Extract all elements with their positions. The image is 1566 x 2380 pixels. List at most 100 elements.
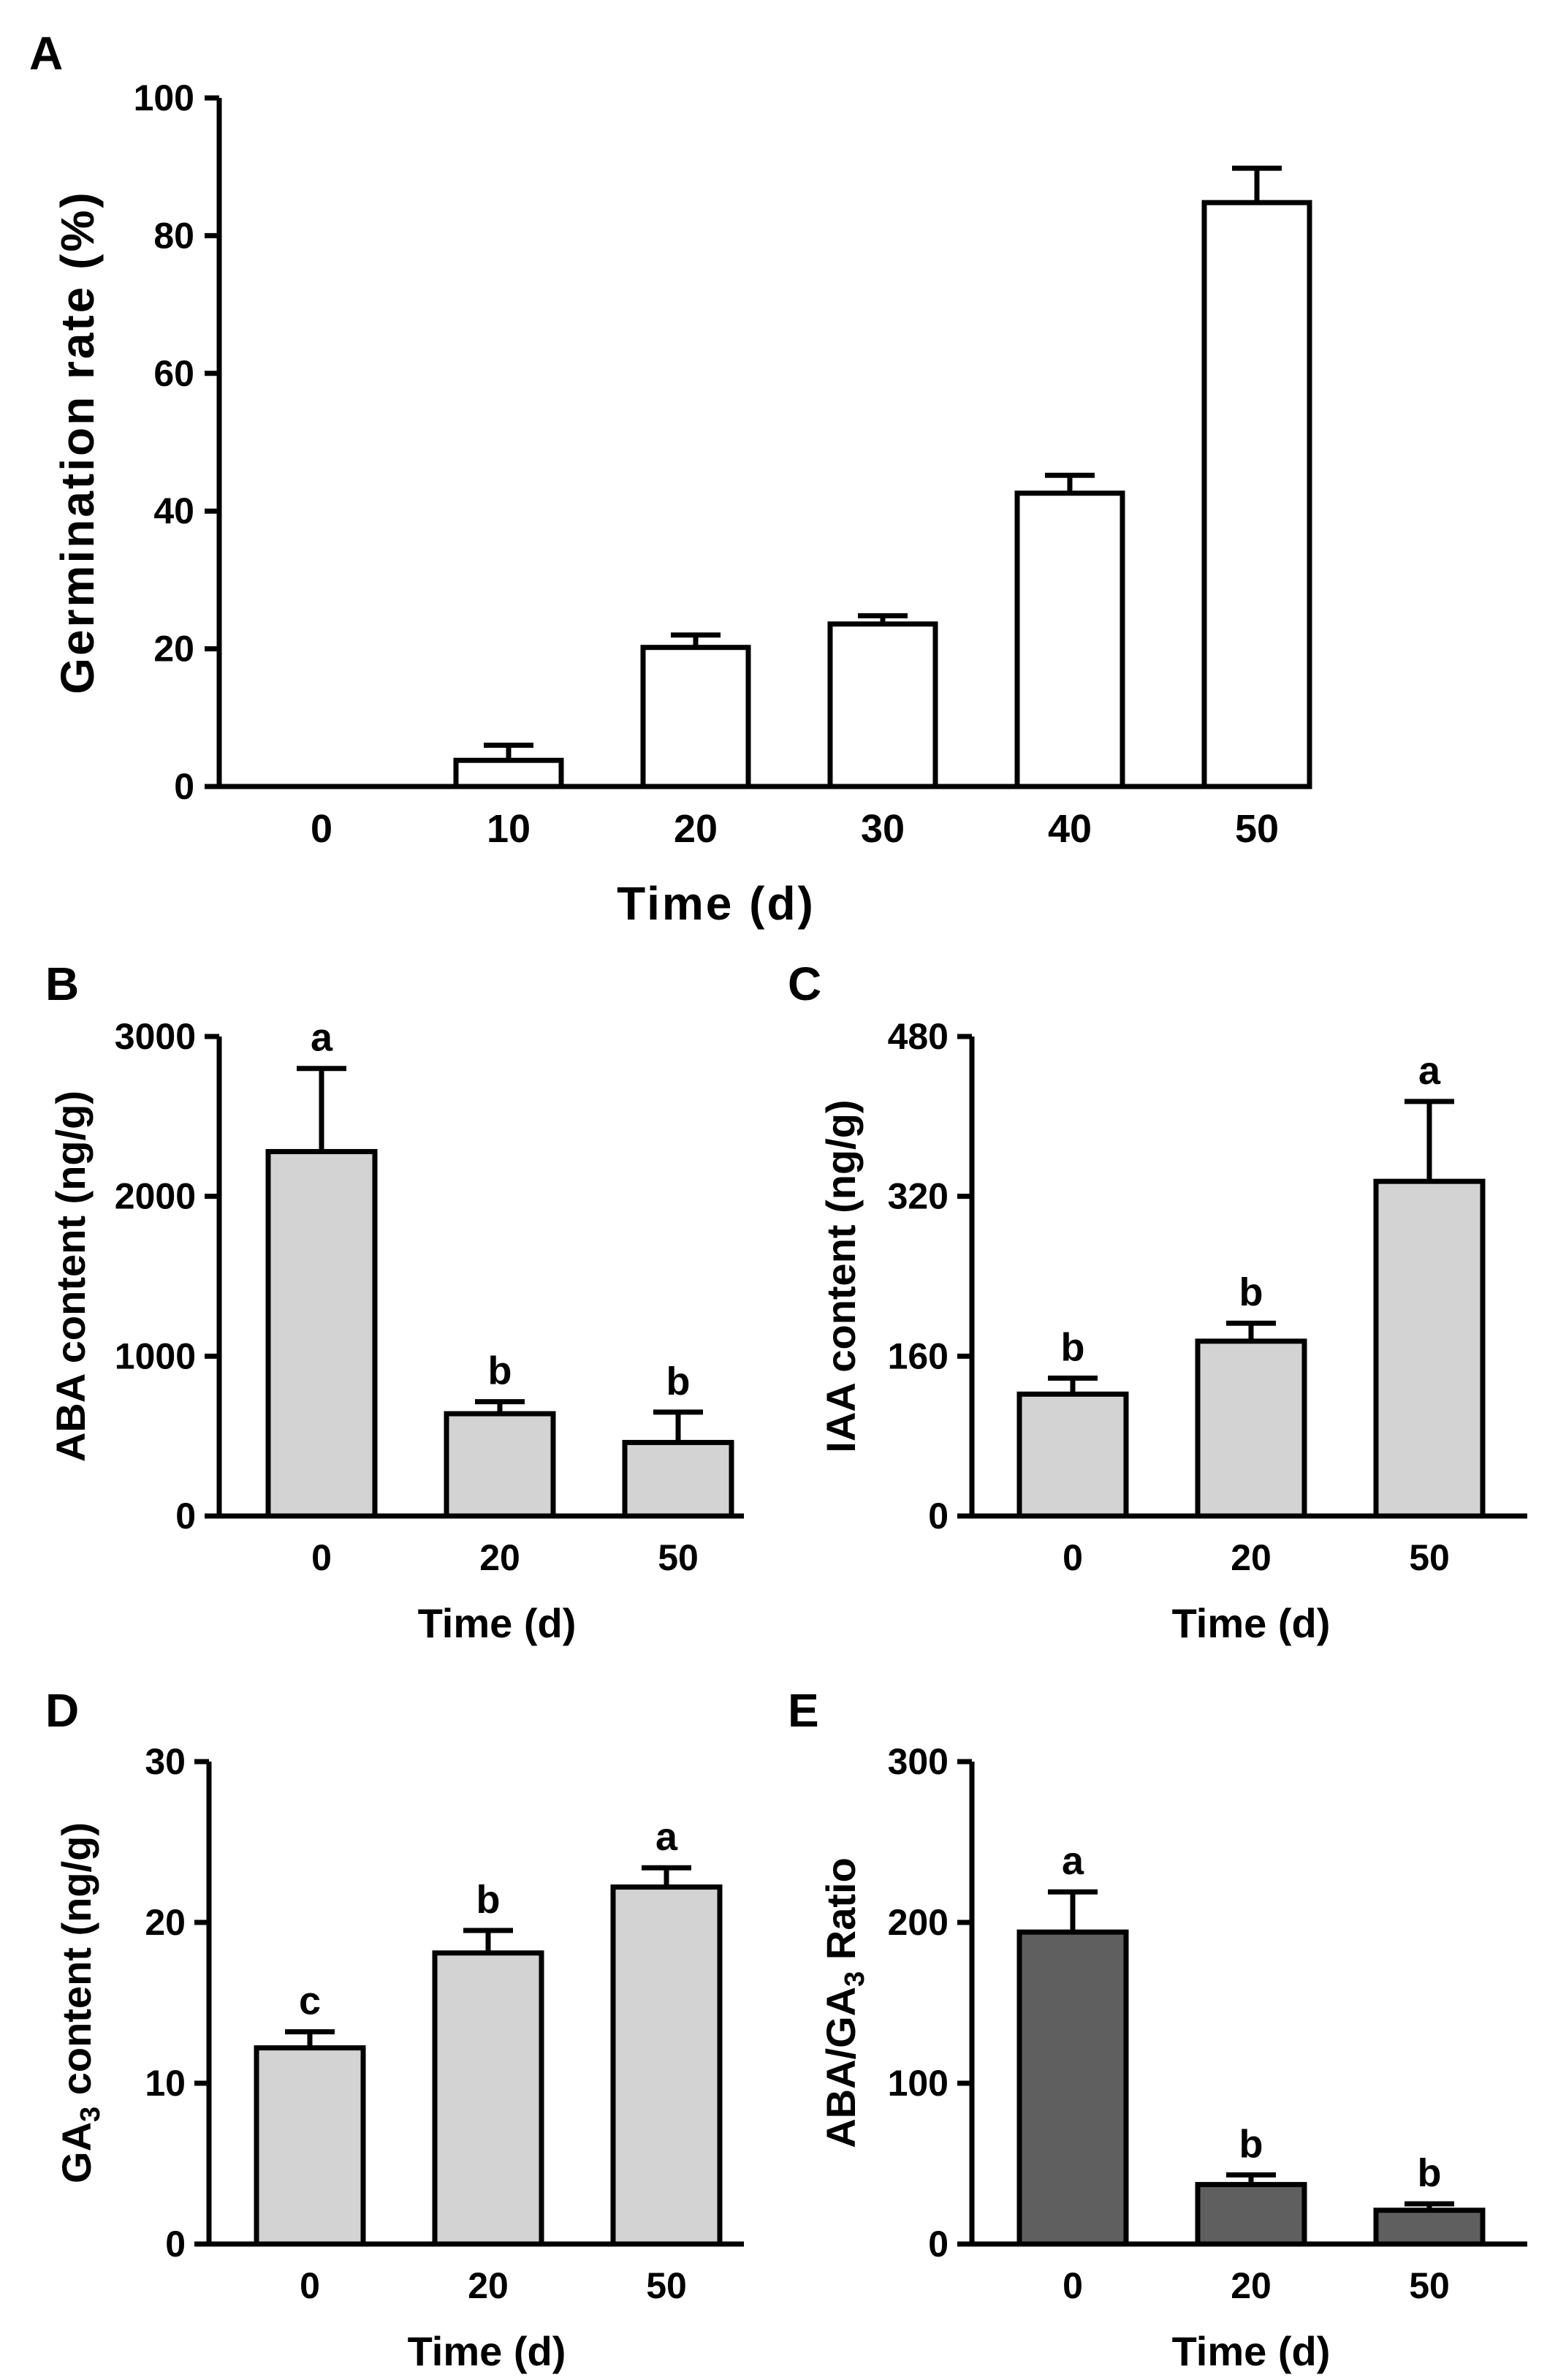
significance-label: b	[1061, 1325, 1085, 1369]
x-tick-labels: 0 20 50	[1063, 2265, 1450, 2306]
y-axis-title: GA3 content (ng/g)	[53, 1822, 106, 2183]
significance-label: b	[666, 1360, 691, 1403]
panel-letter: A	[29, 27, 63, 80]
significance-label: a	[1062, 1839, 1084, 1883]
bar	[1201, 200, 1312, 789]
panel-c: C 0 160 320 480 b b a 0 20 50 Time (d) IAA cont…	[788, 958, 1527, 1646]
x-axis-title: Time (d)	[1172, 2328, 1331, 2374]
y-tick-label: 300	[888, 1741, 949, 1782]
significance-label: a	[1418, 1049, 1441, 1093]
x-axis-title: Time (d)	[408, 2328, 566, 2374]
bar	[622, 1439, 734, 1519]
x-tick-label: 20	[1231, 2265, 1272, 2306]
x-tick-labels: 0 20 50	[1063, 1537, 1450, 1578]
y-tick-label: 1000	[115, 1335, 196, 1376]
x-tick-label: 40	[1048, 807, 1092, 851]
bar	[827, 621, 938, 789]
y-axis-ticks: 0 100 200 300	[888, 1741, 972, 2265]
x-tick-label: 50	[1235, 807, 1279, 851]
y-tick-label: 0	[928, 2224, 949, 2265]
y-tick-label: 0	[928, 1496, 949, 1536]
significance-label: b	[1239, 2122, 1263, 2166]
panel-letter: E	[788, 1684, 819, 1737]
y-axis-title-rest: content (ng/g)	[53, 1822, 99, 2107]
bars: c b a	[254, 1815, 723, 2247]
y-tick-label: 100	[134, 77, 194, 118]
y-tick-label: 10	[145, 2063, 186, 2104]
y-tick-label: 160	[888, 1335, 949, 1376]
bars: a b b	[265, 1016, 734, 1519]
y-tick-label: 100	[888, 2063, 949, 2104]
y-tick-label: 30	[145, 1741, 186, 1782]
significance-label: b	[476, 1878, 501, 1922]
panel-d: D 0 10 20 30 c b a 0 20 50 Time (d) GA3 content…	[45, 1684, 744, 2374]
bar	[453, 757, 564, 789]
y-axis-title: ABA/GA3 Ratio	[818, 1857, 870, 2148]
bars	[453, 165, 1312, 789]
bar	[1014, 490, 1125, 789]
bars: b b a	[1016, 1049, 1486, 1519]
bar	[265, 1148, 378, 1519]
significance-label: b	[1239, 1270, 1263, 1314]
y-axis-ticks: 0 20 40 60 80 100	[134, 77, 219, 807]
bar	[1016, 1391, 1129, 1519]
y-tick-label: 320	[888, 1176, 949, 1217]
y-axis-title-subscript: 3	[840, 1971, 870, 1987]
bar	[1195, 2182, 1307, 2247]
x-tick-labels: 0 20 50	[300, 2265, 687, 2306]
y-axis-title: IAA content (ng/g)	[818, 1099, 864, 1452]
y-tick-label: 200	[888, 1902, 949, 1943]
x-tick-label: 0	[311, 807, 332, 851]
x-axis-title: Time (d)	[617, 877, 816, 930]
y-tick-label: 80	[153, 215, 194, 256]
bar	[610, 1884, 723, 2247]
significance-label: a	[655, 1815, 678, 1859]
x-tick-label: 50	[658, 1537, 699, 1578]
x-tick-label: 0	[1063, 2265, 1083, 2306]
x-axis-title: Time (d)	[1172, 1600, 1331, 1646]
y-axis-title-main: GA	[53, 2122, 99, 2183]
x-tick-label: 0	[300, 2265, 320, 2306]
significance-label: b	[1418, 2151, 1442, 2195]
y-axis-title: ABA content (ng/g)	[47, 1091, 94, 1462]
panel-e: E 0 100 200 300 a b b 0 20 50 Time (d) ABA/GA3 …	[788, 1684, 1527, 2374]
x-tick-label: 20	[674, 807, 718, 851]
x-tick-label: 20	[468, 2265, 509, 2306]
y-axis-title-rest: Ratio	[818, 1857, 864, 1971]
x-tick-label: 10	[487, 807, 531, 851]
significance-label: a	[311, 1016, 333, 1060]
x-tick-label: 0	[1063, 1537, 1083, 1578]
x-tick-labels: 0 20 50	[311, 1537, 699, 1578]
y-axis-ticks: 0 160 320 480	[888, 1016, 972, 1536]
y-axis-ticks: 0 10 20 30	[145, 1741, 209, 2265]
bars: a b b	[1016, 1839, 1486, 2247]
y-axis-ticks: 0 1000 2000 3000	[115, 1016, 219, 1536]
x-axis-title: Time (d)	[418, 1600, 577, 1646]
x-tick-label: 50	[646, 2265, 687, 2306]
y-tick-label: 20	[153, 629, 194, 670]
x-tick-label: 30	[861, 807, 905, 851]
y-tick-label: 60	[153, 353, 194, 394]
significance-label: c	[299, 1979, 321, 2023]
y-tick-label: 20	[145, 1902, 186, 1943]
panel-letter: B	[45, 958, 79, 1010]
y-axis-title-main: ABA/GA	[818, 1987, 864, 2148]
y-axis-title: Germination rate (%)	[51, 190, 104, 694]
panel-letter: C	[788, 958, 821, 1010]
bar	[444, 1411, 556, 1519]
y-tick-label: 0	[165, 2224, 186, 2265]
bar	[1373, 2207, 1486, 2247]
significance-label: b	[488, 1349, 512, 1393]
y-tick-label: 3000	[115, 1016, 196, 1057]
x-tick-label: 20	[1231, 1537, 1272, 1578]
bar	[254, 2045, 366, 2247]
x-tick-label: 20	[479, 1537, 520, 1578]
panel-a: A 0 20 40 60 80 100 0 10 20 30 40 50 Time (d) Germ…	[29, 27, 1312, 930]
bar	[1195, 1338, 1307, 1519]
y-tick-label: 0	[174, 766, 194, 807]
x-tick-label: 50	[1409, 2265, 1450, 2306]
y-axis-title-subscript: 3	[75, 2107, 106, 2122]
bar	[640, 645, 751, 789]
bar	[1016, 1929, 1129, 2247]
